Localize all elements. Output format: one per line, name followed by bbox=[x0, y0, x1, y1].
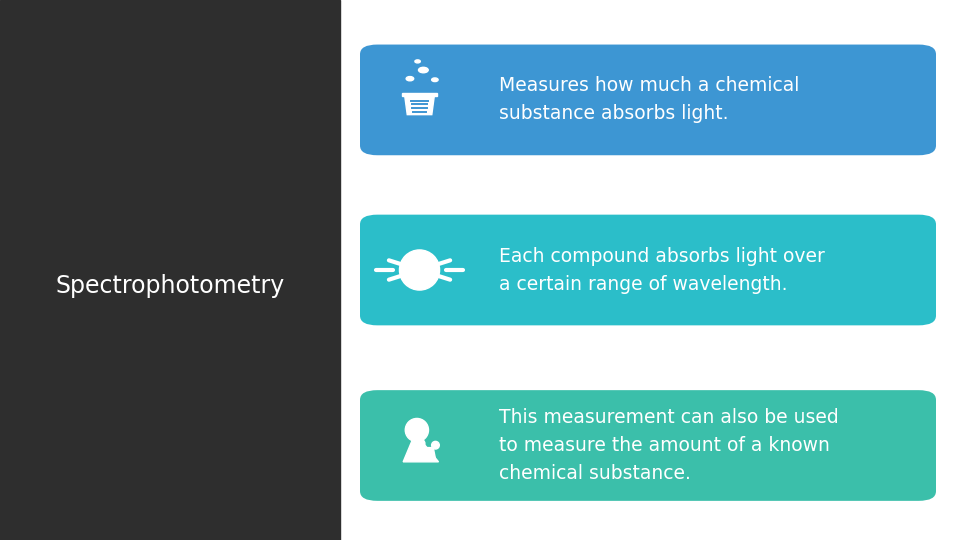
Polygon shape bbox=[403, 442, 439, 462]
FancyBboxPatch shape bbox=[360, 214, 936, 325]
Ellipse shape bbox=[432, 441, 440, 449]
Circle shape bbox=[419, 68, 428, 73]
Bar bbox=[401, 93, 438, 96]
FancyBboxPatch shape bbox=[360, 45, 936, 156]
Text: This measurement can also be used
to measure the amount of a known
chemical subs: This measurement can also be used to mea… bbox=[499, 408, 839, 483]
Text: Each compound absorbs light over
a certain range of wavelength.: Each compound absorbs light over a certa… bbox=[499, 246, 825, 294]
Text: Measures how much a chemical
substance absorbs light.: Measures how much a chemical substance a… bbox=[499, 76, 800, 124]
Ellipse shape bbox=[418, 440, 425, 447]
Polygon shape bbox=[421, 448, 436, 458]
Ellipse shape bbox=[405, 418, 428, 442]
Circle shape bbox=[406, 77, 414, 81]
FancyBboxPatch shape bbox=[360, 390, 936, 501]
Circle shape bbox=[432, 78, 438, 82]
Ellipse shape bbox=[399, 250, 440, 290]
Circle shape bbox=[415, 60, 420, 63]
Polygon shape bbox=[404, 94, 435, 114]
Text: Spectrophotometry: Spectrophotometry bbox=[56, 274, 284, 298]
Bar bbox=[0, 0, 340, 540]
